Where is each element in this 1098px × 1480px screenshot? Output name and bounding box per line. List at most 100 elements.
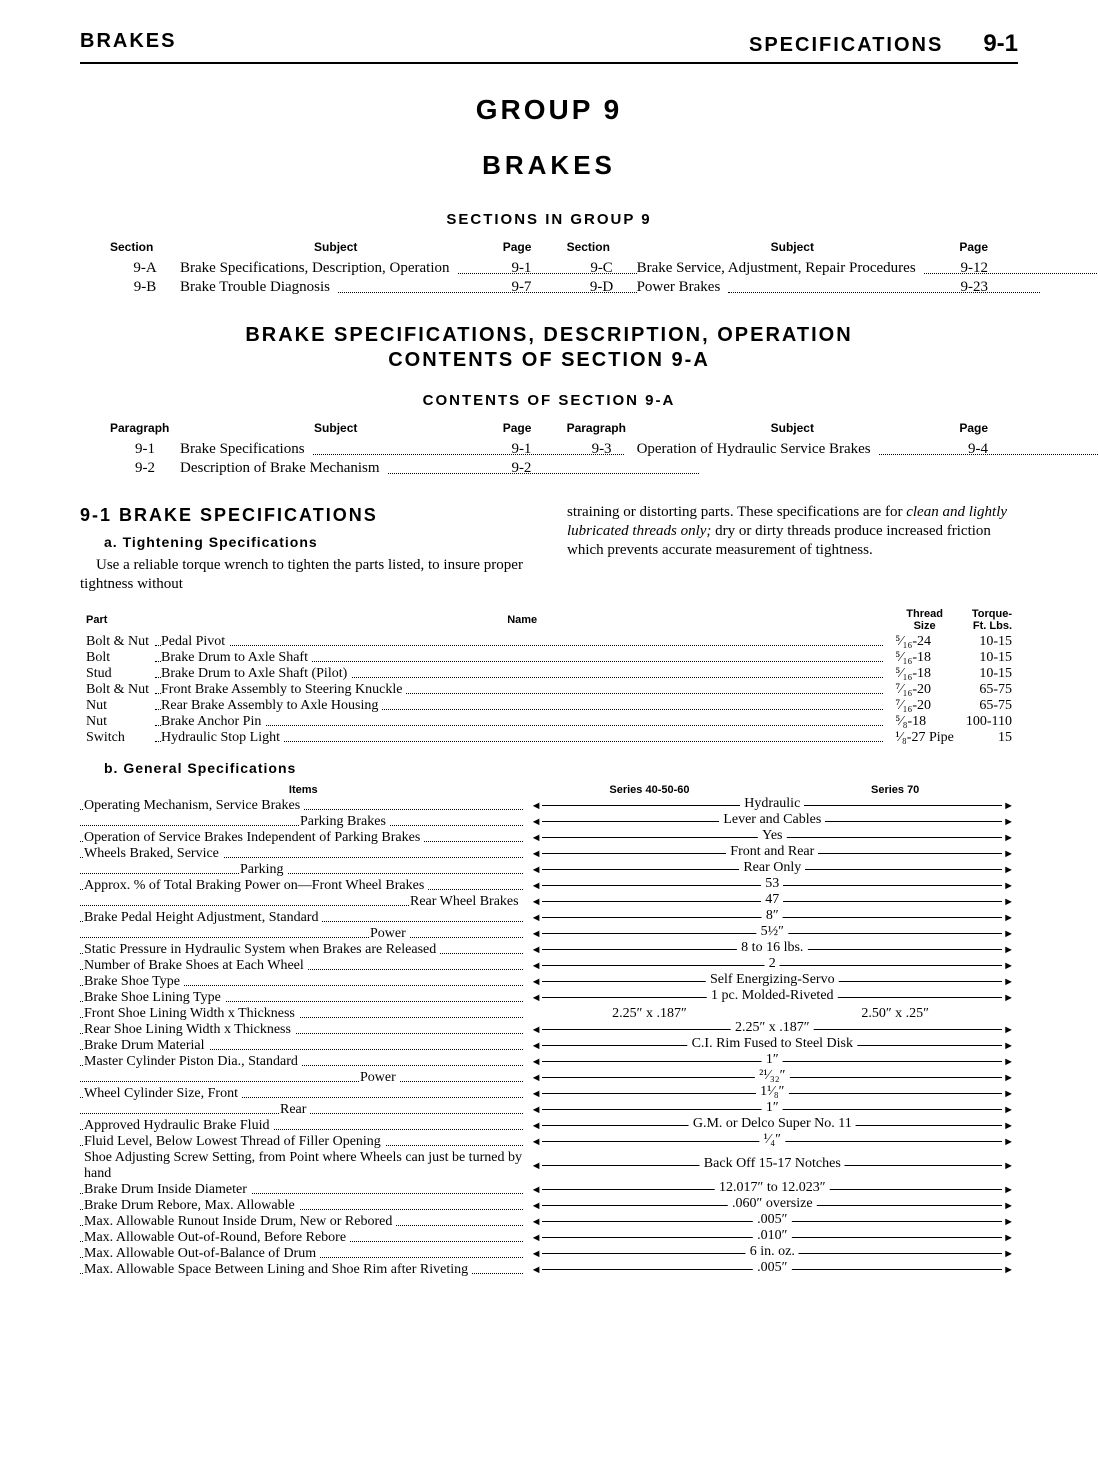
toc-head-page: Page (948, 421, 988, 435)
cell-part: Nut (80, 714, 155, 730)
cell-value: Back Off 15-17 Notches (527, 1150, 1018, 1182)
cell-name: Pedal Pivot (155, 634, 889, 650)
table-row: BoltBrake Drum to Axle Shaft⁵⁄₁₆-1810-15 (80, 650, 1018, 666)
brake-spec-desc-op-heading: BRAKE SPECIFICATIONS, DESCRIPTION, OPERA… (80, 324, 1018, 347)
brakes-title: BRAKES (80, 150, 1018, 181)
toc-cell-id: 9-B (110, 279, 180, 296)
cell-thread-size: ⁵⁄₁₆-18 (889, 666, 959, 682)
cell-torque: 65-75 (960, 698, 1018, 714)
cell-item: Max. Allowable Out-of-Balance of Drum (80, 1246, 527, 1262)
cell-item: Rear Wheel Brakes (80, 894, 527, 910)
table-row: Max. Allowable Space Between Lining and … (80, 1262, 1018, 1278)
table-row: Brake Shoe TypeSelf Energizing-Servo (80, 974, 1018, 990)
general-spec-table: Items Series 40-50-60 Series 70 Operatin… (80, 782, 1018, 1278)
table-row: Operation of Service Brakes Independent … (80, 830, 1018, 846)
table-row: Brake Pedal Height Adjustment, Standard8… (80, 910, 1018, 926)
toc-cell-page: 9-12 (948, 260, 988, 277)
paragraphs-toc-right: Paragraph Subject Page 9-3Operation of H… (567, 421, 988, 479)
table-row: Brake Drum Inside Diameter12.017″ to 12.… (80, 1182, 1018, 1198)
toc-row: 9-CBrake Service, Adjustment, Repair Pro… (567, 260, 988, 277)
toc-head-section: Section (110, 240, 180, 254)
table-row: Power5½″ (80, 926, 1018, 942)
toc-cell-id: 9-D (567, 279, 637, 296)
th-items: Items (80, 782, 527, 798)
contents-9a-heading: CONTENTS OF SECTION 9-A (80, 392, 1018, 409)
table-row: Approx. % of Total Braking Power on—Fron… (80, 878, 1018, 894)
table-row: Brake Shoe Lining Type1 pc. Molded-Rivet… (80, 990, 1018, 1006)
cell-name: Brake Drum to Axle Shaft (Pilot) (155, 666, 889, 682)
cell-name: Brake Drum to Axle Shaft (155, 650, 889, 666)
header-title-left: BRAKES (80, 30, 176, 58)
toc-cell-id: 9-A (110, 260, 180, 277)
cell-item: Wheels Braked, Service (80, 846, 527, 862)
cell-item: Brake Drum Rebore, Max. Allowable (80, 1198, 527, 1214)
toc-row: 9-2Description of Brake Mechanism9-2 (110, 460, 531, 477)
th-series-70: Series 70 (772, 782, 1018, 798)
tightening-spec-heading: a. Tightening Specifications (104, 534, 531, 550)
cell-value: .005″ (527, 1262, 1018, 1278)
cell-item: Brake Shoe Type (80, 974, 527, 990)
toc-row: 9-DPower Brakes9-23 (567, 279, 988, 296)
cell-torque: 10-15 (960, 666, 1018, 682)
cell-thread-size: ⁵⁄₈-18 (889, 714, 959, 730)
table-row: Rear Shoe Lining Width x Thickness2.25″ … (80, 1022, 1018, 1038)
cell-part: Stud (80, 666, 155, 682)
intro-para-left: Use a reliable torque wrench to tighten … (80, 556, 531, 594)
table-row: StudBrake Drum to Axle Shaft (Pilot)⁵⁄₁₆… (80, 666, 1018, 682)
cell-item: Brake Shoe Lining Type (80, 990, 527, 1006)
intro-col-right: straining or distorting parts. These spe… (567, 489, 1018, 596)
cell-part: Switch (80, 730, 155, 746)
group-title: GROUP 9 (80, 94, 1018, 126)
table-row: Max. Allowable Runout Inside Drum, New o… (80, 1214, 1018, 1230)
cell-item: Master Cylinder Piston Dia., Standard (80, 1054, 527, 1070)
toc-cell-page: 9-4 (948, 441, 988, 458)
sections-toc-right: Section Subject Page 9-CBrake Service, A… (567, 240, 988, 298)
toc-row: 9-1Brake Specifications9-1 (110, 441, 531, 458)
table-row: Number of Brake Shoes at Each Wheel2 (80, 958, 1018, 974)
cell-torque: 15 (960, 730, 1018, 746)
cell-item: Rear (80, 1102, 527, 1118)
intro-text: straining or distorting parts. These spe… (567, 504, 906, 520)
toc-cell-id: 9-3 (567, 441, 637, 458)
toc-head-page: Page (948, 240, 988, 254)
cell-name: Front Brake Assembly to Steering Knuckle (155, 682, 889, 698)
table-row: Bolt & NutFront Brake Assembly to Steeri… (80, 682, 1018, 698)
toc-cell-subject: Operation of Hydraulic Service Brakes (637, 441, 948, 458)
table-row: ParkingRear Only (80, 862, 1018, 878)
cell-item: Brake Pedal Height Adjustment, Standard (80, 910, 527, 926)
toc-head-subject: Subject (637, 421, 948, 435)
cell-item: Operating Mechanism, Service Brakes (80, 798, 527, 814)
paragraphs-toc: Paragraph Subject Page 9-1Brake Specific… (110, 421, 988, 479)
toc-head-section: Section (567, 240, 637, 254)
toc-cell-id: 9-2 (110, 460, 180, 477)
table-row: Rear Wheel Brakes47 (80, 894, 1018, 910)
toc-cell-subject: Brake Trouble Diagnosis (180, 279, 491, 296)
tightening-spec-table: Part Name Thread Size Torque- Ft. Lbs. B… (80, 606, 1018, 746)
th-name: Name (155, 606, 889, 634)
table-row: Front Shoe Lining Width x Thickness2.25″… (80, 1006, 1018, 1022)
cell-torque: 65-75 (960, 682, 1018, 698)
table-row: Brake Drum Rebore, Max. Allowable.060″ o… (80, 1198, 1018, 1214)
sections-in-group-heading: SECTIONS IN GROUP 9 (80, 211, 1018, 228)
table-row: Bolt & NutPedal Pivot⁵⁄₁₆-2410-15 (80, 634, 1018, 650)
cell-item: Max. Allowable Out-of-Round, Before Rebo… (80, 1230, 527, 1246)
table-row: SwitchHydraulic Stop Light¹⁄₈-27 Pipe15 (80, 730, 1018, 746)
table-row: Parking BrakesLever and Cables (80, 814, 1018, 830)
toc-head: Section Subject Page (110, 240, 531, 254)
cell-item: Max. Allowable Space Between Lining and … (80, 1262, 527, 1278)
table-row: Max. Allowable Out-of-Round, Before Rebo… (80, 1230, 1018, 1246)
toc-row: 9-3Operation of Hydraulic Service Brakes… (567, 441, 988, 458)
page-header: BRAKES SPECIFICATIONS 9-1 (80, 30, 1018, 64)
brake-specifications-heading: 9-1 BRAKE SPECIFICATIONS (80, 505, 531, 526)
cell-value: ¹⁄₄″ (527, 1134, 1018, 1150)
cell-item: Brake Drum Inside Diameter (80, 1182, 527, 1198)
table-row: Shoe Adjusting Screw Setting, from Point… (80, 1150, 1018, 1182)
cell-item: Rear Shoe Lining Width x Thickness (80, 1022, 527, 1038)
table-row: Operating Mechanism, Service BrakesHydra… (80, 798, 1018, 814)
th-torque: Torque- Ft. Lbs. (960, 606, 1018, 634)
toc-cell-id: 9-1 (110, 441, 180, 458)
cell-thread-size: ⁷⁄₁₆-20 (889, 682, 959, 698)
table-row: Power²¹⁄₃₂″ (80, 1070, 1018, 1086)
table-row: Fluid Level, Below Lowest Thread of Fill… (80, 1134, 1018, 1150)
cell-item: Power (80, 926, 527, 942)
